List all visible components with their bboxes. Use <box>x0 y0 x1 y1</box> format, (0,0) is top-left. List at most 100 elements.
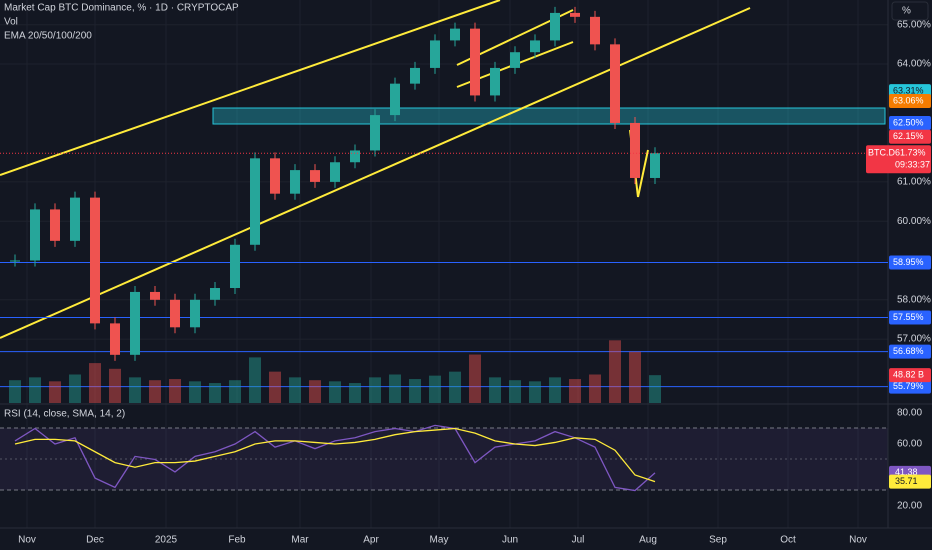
volume-bar <box>269 371 281 403</box>
volume-bar <box>229 380 241 403</box>
header-title: Market Cap BTC Dominance, % · 1D · CRYPT… <box>4 3 239 14</box>
volume-bar <box>409 379 421 403</box>
price-tick-label: 58.00% <box>897 294 931 305</box>
time-tick-label: Jul <box>572 535 585 546</box>
volume-bar <box>389 374 401 403</box>
time-tick-label: Dec <box>86 535 104 546</box>
volume-bar <box>529 381 541 403</box>
time-tick-label: Oct <box>780 535 796 546</box>
last-price-symbol: BTC.D <box>868 148 896 158</box>
volume-bar <box>289 377 301 403</box>
candle <box>310 170 320 182</box>
price-badge-text: 62.50% <box>893 117 924 127</box>
scale-button[interactable] <box>891 1 929 21</box>
rsi-tick-label: 80.00 <box>897 408 922 419</box>
last-price-countdown: 09:33:37 <box>895 160 930 170</box>
volume-bar <box>609 340 621 403</box>
volume-bar <box>9 380 21 403</box>
candle <box>270 158 280 194</box>
volume-bar <box>649 375 661 403</box>
volume-bar <box>129 377 141 403</box>
time-tick-label: Sep <box>709 535 727 546</box>
candle <box>430 40 440 68</box>
candle <box>450 28 460 41</box>
level-badge-text: 57.55% <box>893 312 924 322</box>
candle <box>370 115 380 151</box>
price-badge-text: 62.15% <box>893 131 924 141</box>
volume-bar <box>429 375 441 403</box>
candle <box>590 16 600 45</box>
candle <box>410 67 420 84</box>
candle <box>290 170 300 194</box>
candle <box>70 197 80 241</box>
volume-bar <box>249 357 261 403</box>
time-tick-label: Apr <box>363 535 379 546</box>
candle <box>470 28 480 96</box>
candle <box>90 197 100 324</box>
time-tick-label: Jun <box>502 535 518 546</box>
volume-bar <box>589 374 601 403</box>
volume-bar <box>309 380 321 403</box>
header-volume: Vol <box>4 17 18 28</box>
rsi-tick-label: 20.00 <box>897 501 922 512</box>
candle <box>390 83 400 116</box>
price-badge <box>889 129 931 144</box>
level-badge <box>889 379 931 394</box>
candle <box>250 158 260 245</box>
candle <box>190 299 200 328</box>
volume-bar <box>109 368 121 403</box>
scale-button-label[interactable]: % <box>902 6 911 17</box>
candle <box>630 122 640 178</box>
rsi-badge-text: 35.71 <box>895 476 918 486</box>
candle <box>110 323 120 355</box>
candle <box>10 260 20 262</box>
level-badge <box>889 255 931 270</box>
candle <box>350 150 360 163</box>
rsi-tick-label: 60.00 <box>897 439 922 450</box>
price-badge <box>889 93 931 108</box>
time-tick-label: Nov <box>849 535 867 546</box>
volume-bar <box>69 374 81 403</box>
candle <box>170 299 180 328</box>
volume-bar <box>509 380 521 403</box>
price-tick-label: 60.00% <box>897 216 931 227</box>
rsi-badge <box>889 474 931 489</box>
price-badge-text: 63.31% <box>893 85 924 95</box>
volume-bar <box>489 377 501 403</box>
price-tick-label: 57.00% <box>897 334 931 345</box>
price-badge-text: 63.06% <box>893 95 924 105</box>
volume-bar <box>49 381 61 403</box>
volume-bar <box>29 377 41 403</box>
level-badge-text: 56.68% <box>893 346 924 356</box>
price-tick-label: 65.00% <box>897 19 931 30</box>
volume-bar <box>169 379 181 403</box>
candle <box>490 67 500 96</box>
candle <box>530 40 540 53</box>
candle <box>150 291 160 300</box>
candle <box>330 162 340 182</box>
trend-line <box>0 0 501 176</box>
volume-bar <box>89 363 101 403</box>
volume-bar <box>209 383 221 403</box>
last-price-badge <box>866 145 931 174</box>
level-badge <box>889 310 931 325</box>
volume-bar <box>349 383 361 403</box>
time-tick-label: 2025 <box>155 535 178 546</box>
volume-bar <box>469 354 481 403</box>
price-badge <box>889 115 931 130</box>
time-tick-label: Aug <box>639 535 657 546</box>
time-tick-label: Mar <box>291 535 309 546</box>
marks <box>0 6 888 492</box>
rsi-sma-line <box>14 427 656 483</box>
zone <box>212 107 886 125</box>
volume-bar <box>329 381 341 403</box>
volume-bar <box>369 377 381 403</box>
volume-bar <box>629 351 641 403</box>
level-badge-text: 55.79% <box>893 381 924 391</box>
time-tick-label: May <box>430 535 449 546</box>
candle <box>570 12 580 17</box>
volume-badge-text: 48.82 B <box>893 370 924 380</box>
